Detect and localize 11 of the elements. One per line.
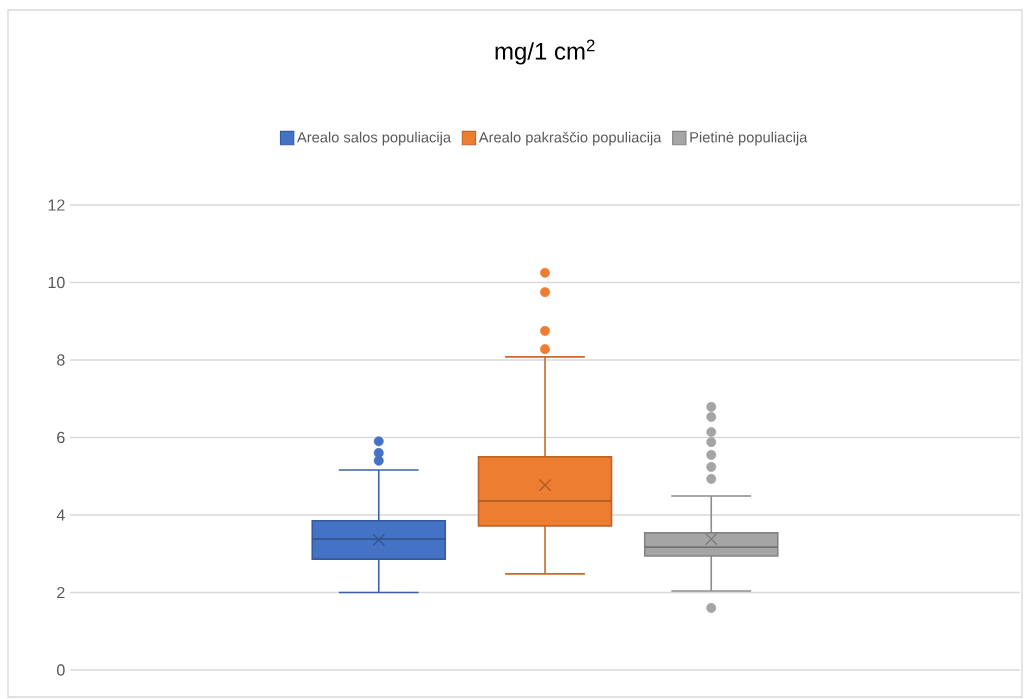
- y-tick-label: 6: [57, 431, 65, 444]
- y-tick-label: 4: [56, 509, 65, 521]
- legend-label: Pietinė populiacija: [690, 131, 808, 146]
- y-tick-label: 0: [57, 664, 65, 676]
- y-tick-label: 2: [57, 586, 65, 599]
- y-tick-label: 10: [48, 276, 65, 289]
- chart-title: mg/1 cm$^{2}$: [495, 39, 595, 65]
- y-tick-label: 8: [57, 354, 65, 366]
- y-tick-label: 12: [48, 199, 65, 211]
- legend-label: Arealo pakraščio populiacija: [478, 131, 662, 146]
- legend-label: Arealo salos populiacija: [297, 131, 452, 146]
